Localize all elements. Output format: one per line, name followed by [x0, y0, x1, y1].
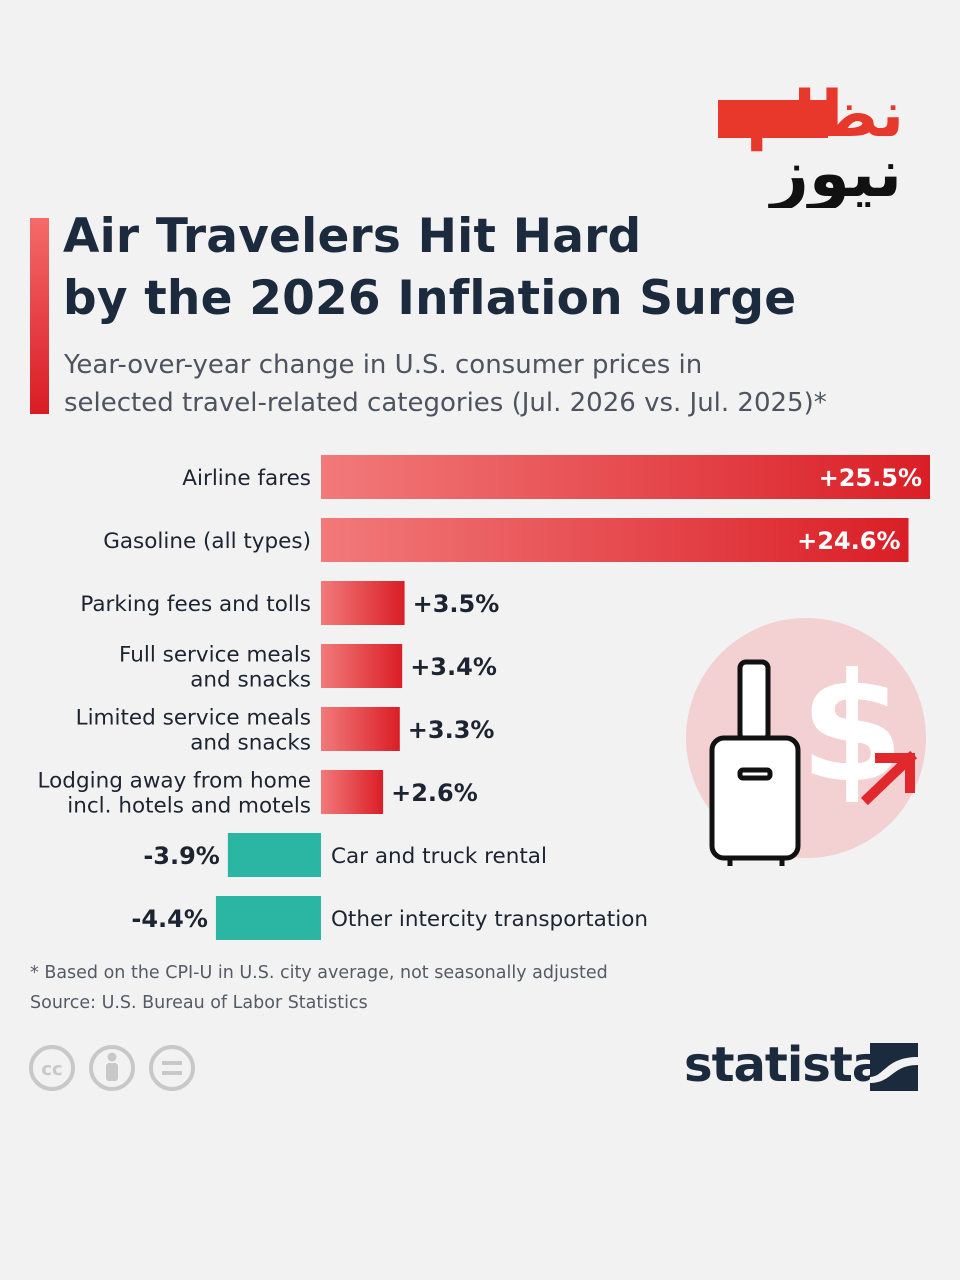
title-line-2: by the 2026 Inflation Surge: [63, 271, 797, 326]
bar-4: [321, 644, 403, 688]
chart-footnote-block: * Based on the CPI-U in U.S. city averag…: [30, 958, 608, 1018]
value-label-3: +3.5%: [413, 590, 500, 618]
bar-chart: $ +25.5% Airline fares +24.6% Gasoline (all…: [38, 455, 930, 940]
bar-7: [227, 833, 321, 877]
value-label-7: -3.9%: [143, 842, 220, 870]
travel-inflation-illustration: $: [686, 618, 926, 866]
value-label-4: +3.4%: [410, 653, 497, 681]
statista-wordmark: statista: [684, 1037, 884, 1093]
category-label-8: Other intercity transportation: [331, 907, 648, 932]
bar-3: [321, 581, 405, 625]
dollar-icon: $: [800, 642, 904, 816]
svg-text:نظام: نظام: [747, 78, 904, 152]
category-label-6: Lodging away from home incl. hotels and m…: [38, 769, 311, 819]
category-label-1: Airline fares: [182, 466, 311, 491]
value-label-8: -4.4%: [131, 905, 208, 933]
cc-icon: cc: [29, 1045, 75, 1091]
license-icons: cc: [28, 1044, 198, 1094]
title-line-1: Air Travelers Hit Hard: [63, 209, 642, 264]
chart-title: Air Travelers Hit Hard by the 2026 Infla…: [63, 206, 923, 330]
attribution-icon: [89, 1045, 135, 1091]
title-accent-bar: [30, 218, 49, 414]
category-label-3: Parking fees and tolls: [80, 592, 311, 617]
svg-text:نیوز: نیوز: [768, 135, 902, 208]
bars-layer: +25.5% Airline fares +24.6% Gasoline (all t…: [38, 455, 930, 940]
category-label-5: Limited service meals and snacks: [76, 706, 311, 756]
category-label-7: Car and truck rental: [331, 844, 547, 869]
category-label-2: Gasoline (all types): [103, 529, 311, 554]
source-text: Source: U.S. Bureau of Labor Statistics: [30, 993, 368, 1013]
value-label-1: +25.5%: [819, 464, 922, 492]
subtitle-line-1: Year-over-year change in U.S. consumer p…: [64, 350, 703, 380]
bar-8: [215, 896, 321, 940]
value-label-5: +3.3%: [408, 716, 495, 744]
no-derivatives-icon: [149, 1045, 195, 1091]
subtitle-line-2: selected travel-related categories (Jul.…: [64, 388, 827, 418]
value-label-2: +24.6%: [797, 527, 900, 555]
statista-logo: statista: [684, 1035, 934, 1095]
bar-5: [321, 707, 400, 751]
category-label-4: Full service meals and snacks: [119, 643, 311, 693]
bar-6: [321, 770, 384, 814]
chart-subtitle: Year-over-year change in U.S. consumer p…: [64, 346, 924, 422]
news-logo-badge: نظام نیوز: [712, 48, 912, 213]
arrow-up-right-icon: [860, 750, 918, 806]
statista-mark-icon: [870, 1043, 918, 1091]
suitcase-icon: [709, 659, 801, 866]
footnote-text: * Based on the CPI-U in U.S. city averag…: [30, 963, 608, 983]
svg-text:cc: cc: [41, 1059, 62, 1080]
bar-1: [321, 455, 930, 499]
value-label-6: +2.6%: [391, 779, 478, 807]
bar-2: [321, 518, 909, 562]
